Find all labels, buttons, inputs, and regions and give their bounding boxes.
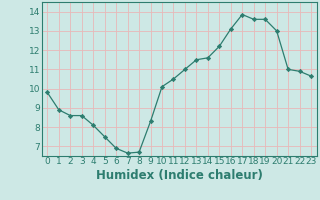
X-axis label: Humidex (Indice chaleur): Humidex (Indice chaleur) [96, 169, 263, 182]
